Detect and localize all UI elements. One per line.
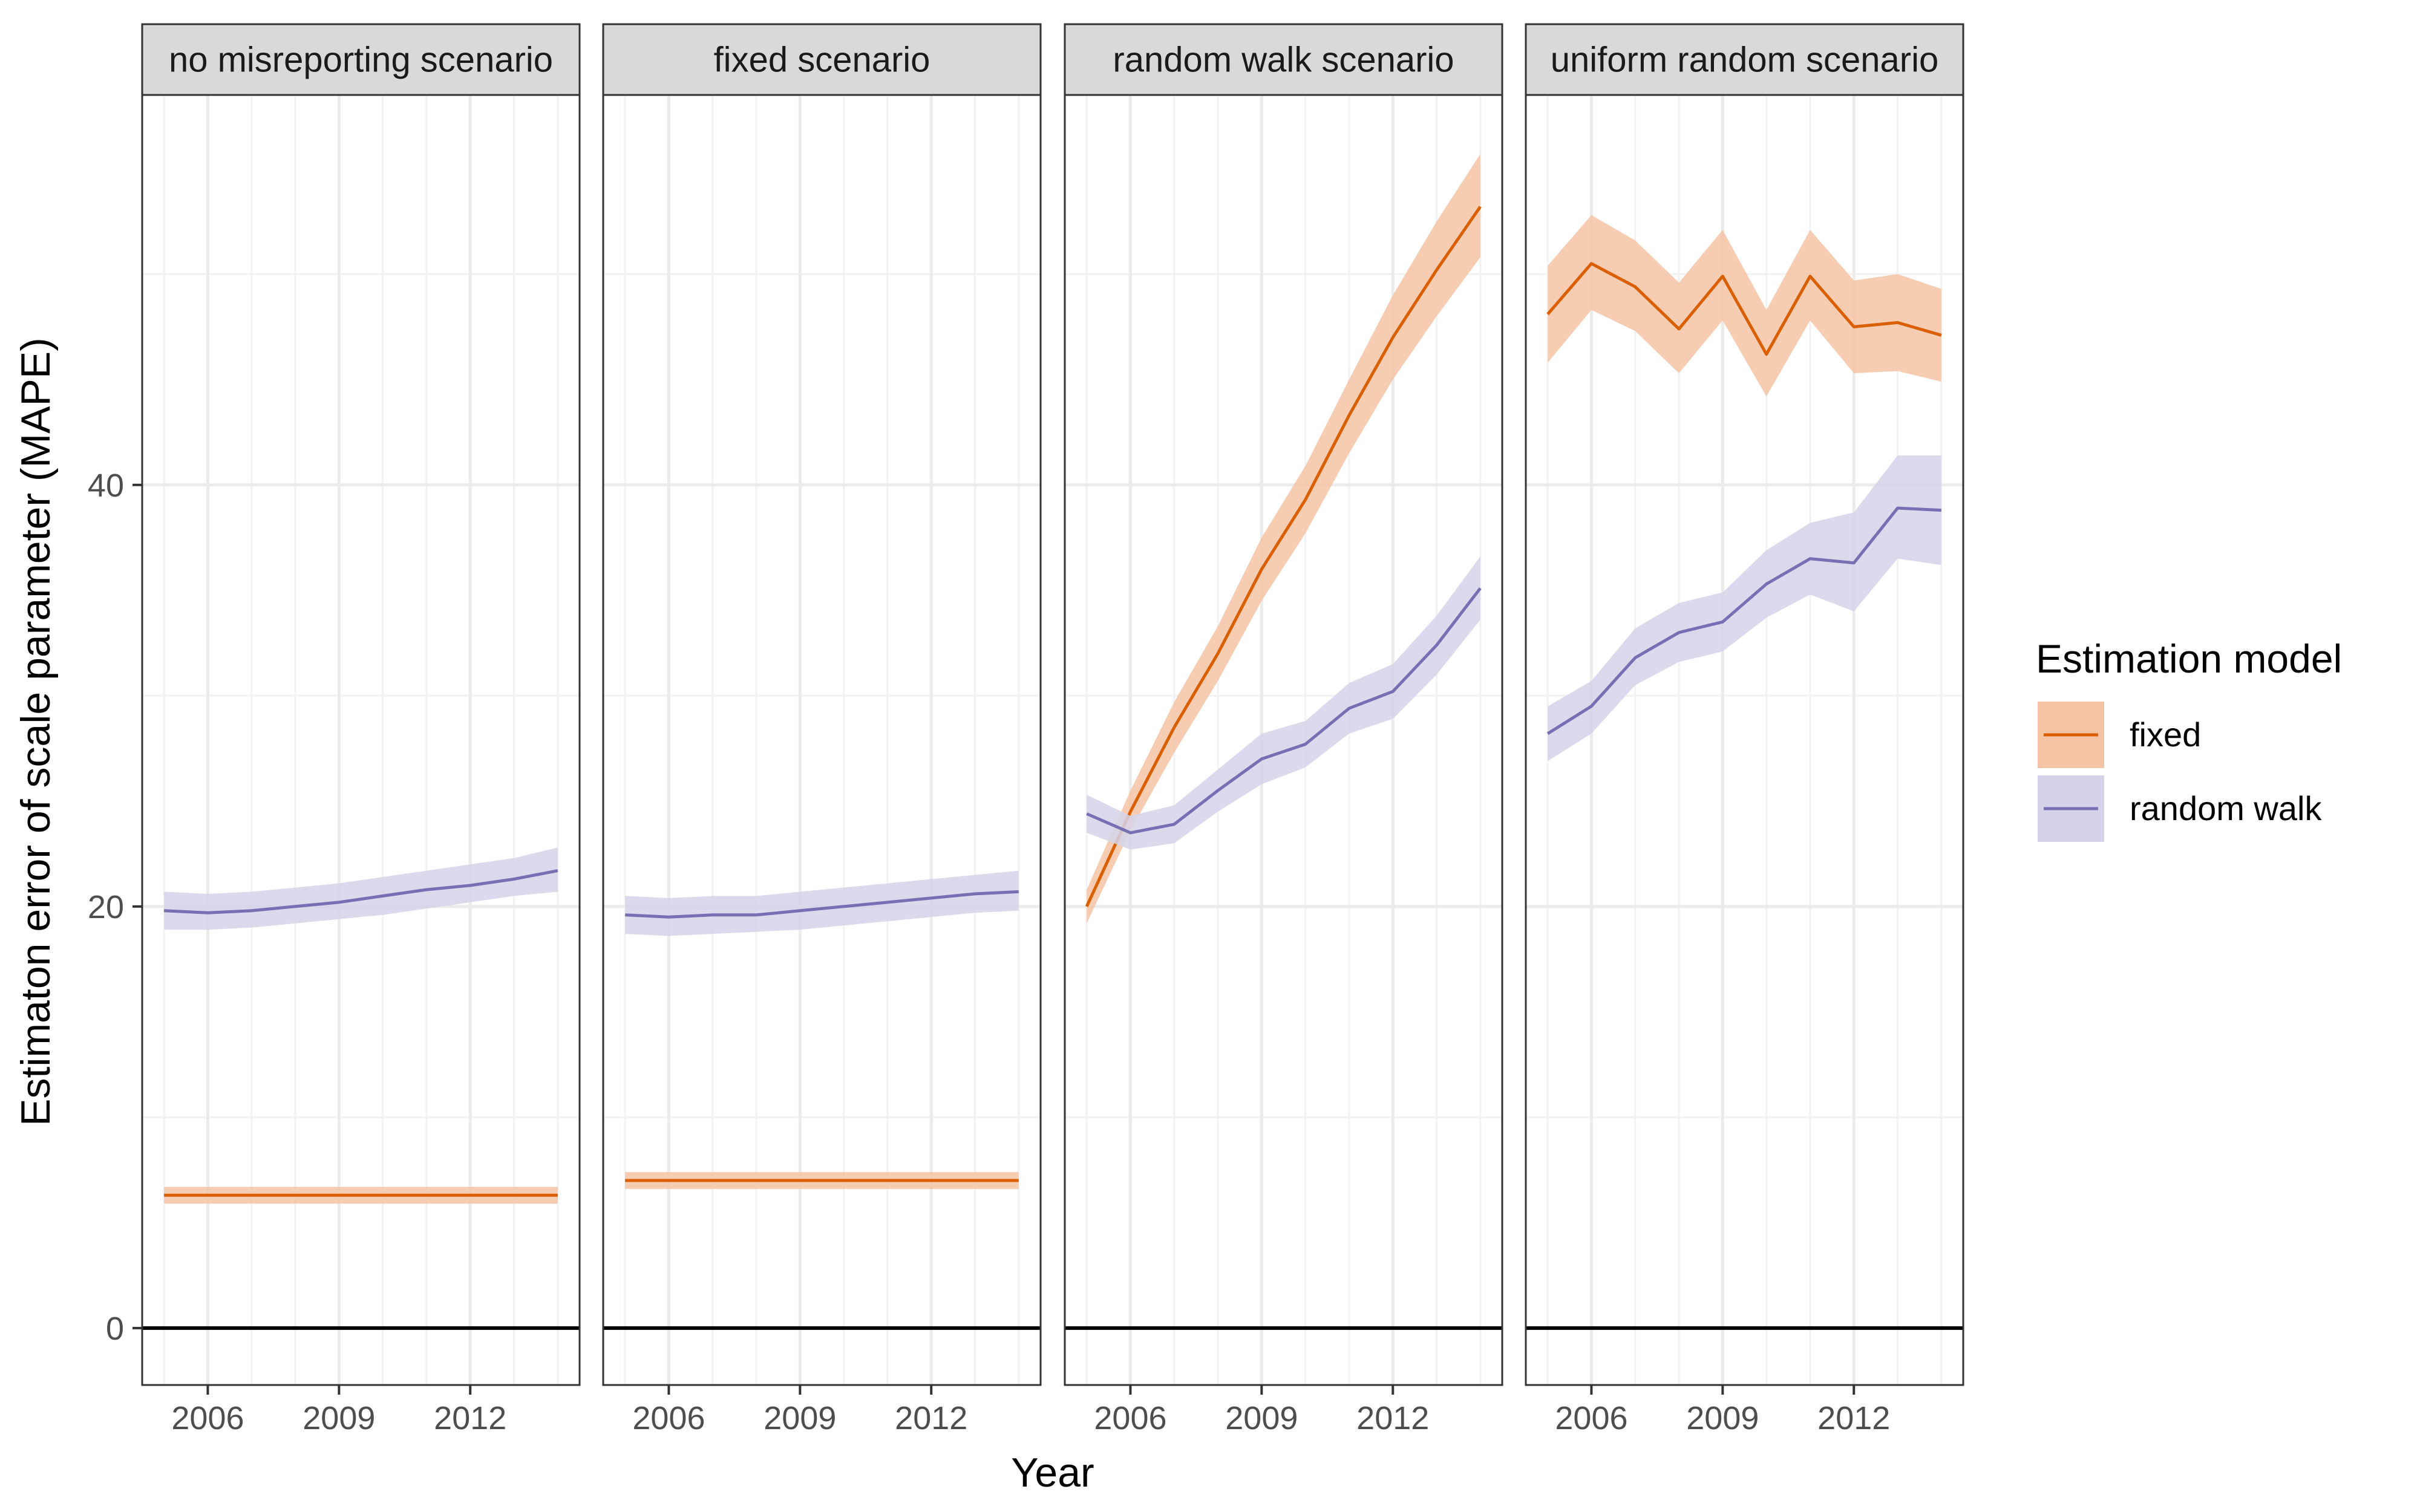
panel-border xyxy=(602,94,1042,1386)
legend: Estimation model fixed random walk xyxy=(2036,636,2342,842)
facet-strip xyxy=(1525,23,1964,96)
legend-label-random-walk: random walk xyxy=(2130,789,2322,827)
panel-border xyxy=(1064,94,1503,1386)
facet-panel: fixed scenario 2006 2009 2012 xyxy=(602,23,1042,1436)
facet-strip-label: fixed scenario xyxy=(714,41,930,80)
facet-strip-label: random walk scenario xyxy=(1113,41,1454,80)
x-tick-label: 2006 xyxy=(1094,1400,1166,1436)
confidence-band-random-walk xyxy=(1548,455,1941,761)
y-tick-label: 0 xyxy=(106,1311,124,1347)
panel-background xyxy=(142,95,580,1385)
confidence-band-random-walk xyxy=(625,870,1019,936)
facet-panel: no misreporting scenario 2006 2009 2012 0 20 4… xyxy=(88,23,581,1436)
series-line-random-walk xyxy=(625,890,1019,919)
x-tick-label: 2006 xyxy=(632,1400,705,1436)
series-line-fixed xyxy=(1546,262,1942,356)
facet-panel: uniform random scenario 2006 2009 2012 xyxy=(1525,23,1964,1436)
x-tick-label: 2012 xyxy=(434,1400,506,1436)
y-tick-label: 40 xyxy=(88,468,124,504)
facet-strip xyxy=(1064,23,1503,96)
x-tick-label: 2009 xyxy=(302,1400,375,1436)
panel-border xyxy=(141,94,581,1386)
x-axis-title: Year xyxy=(1011,1450,1094,1496)
legend-label-fixed: fixed xyxy=(2130,715,2201,754)
x-tick-label: 2012 xyxy=(1817,1400,1890,1436)
x-tick-label: 2006 xyxy=(171,1400,244,1436)
x-tick-label: 2012 xyxy=(1356,1400,1429,1436)
panel-border xyxy=(1525,94,1964,1386)
legend-title: Estimation model xyxy=(2036,636,2342,681)
confidence-band-fixed xyxy=(1548,215,1941,397)
confidence-band-fixed xyxy=(1087,154,1480,924)
x-tick-label: 2009 xyxy=(1225,1400,1298,1436)
series-line-fixed xyxy=(1085,206,1482,907)
y-tick-label: 20 xyxy=(88,889,124,925)
x-tick-label: 2009 xyxy=(1686,1400,1759,1436)
facet-strip-label: no misreporting scenario xyxy=(169,41,553,80)
x-tick-label: 2009 xyxy=(764,1400,836,1436)
x-tick-label: 2006 xyxy=(1555,1400,1627,1436)
series-line-random-walk xyxy=(163,869,558,914)
y-axis-title: Estimaton error of scale parameter (MAPE… xyxy=(13,337,59,1126)
series-line-random-walk xyxy=(1086,587,1482,835)
series-line-random-walk xyxy=(1546,506,1941,735)
panel-background xyxy=(603,95,1041,1385)
facet-strip xyxy=(141,23,581,96)
facet-strip-label: uniform random scenario xyxy=(1551,41,1939,80)
facet-strip xyxy=(602,23,1042,96)
facet-panel: random walk scenario 2006 2009 2012 xyxy=(1064,23,1503,1436)
confidence-band-random-walk xyxy=(1087,556,1480,850)
x-tick-label: 2012 xyxy=(895,1400,967,1436)
